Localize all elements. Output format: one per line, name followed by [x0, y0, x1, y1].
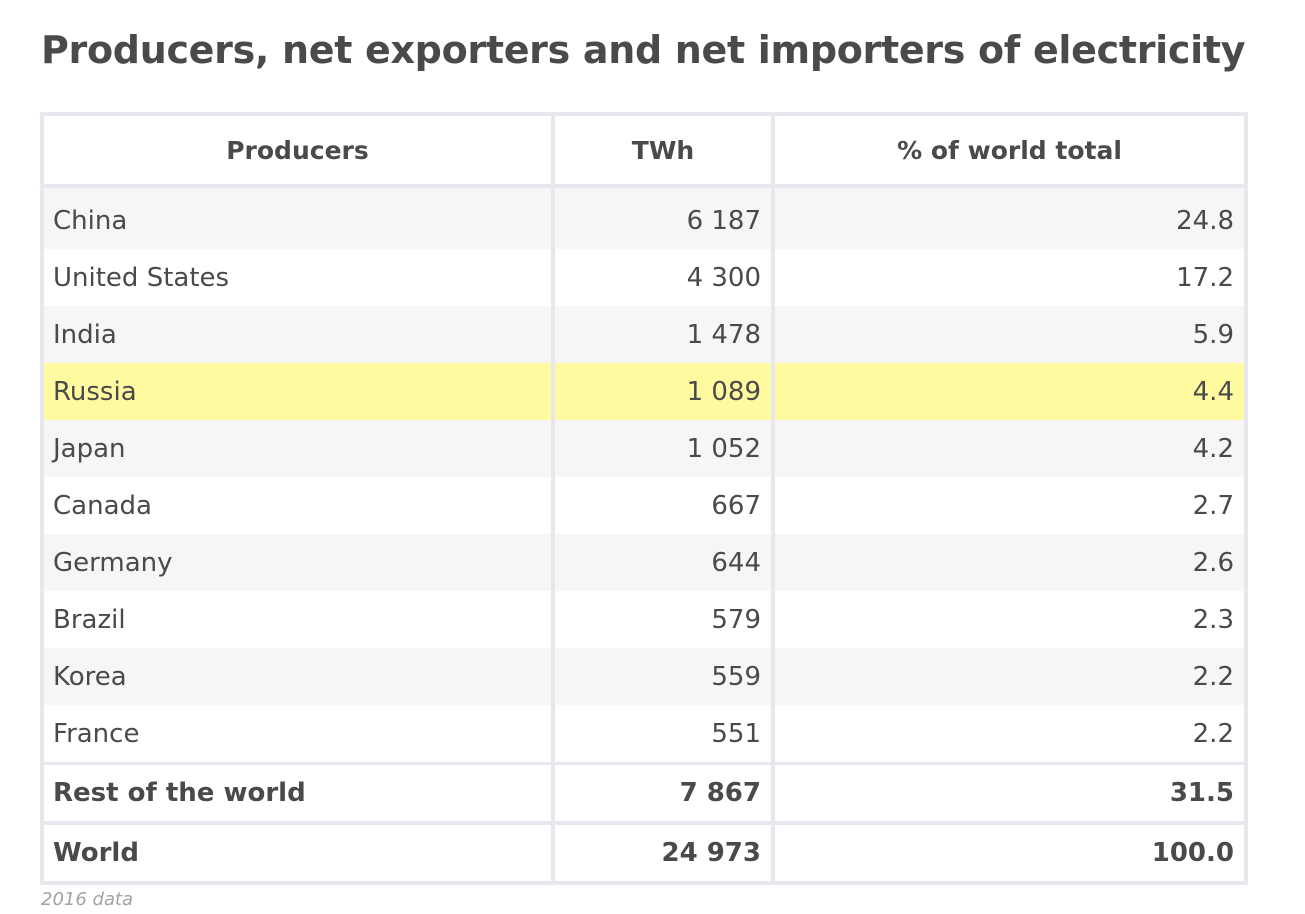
cell-twh: 24 973 — [555, 825, 771, 881]
cell-producer: Germany — [44, 534, 551, 591]
cell-producer: France — [44, 705, 551, 762]
cell-producer: India — [44, 306, 551, 363]
cell-producer: Japan — [44, 420, 551, 477]
column-header-percent: % of world total — [775, 116, 1244, 184]
cell-percent: 17.2 — [775, 249, 1244, 306]
cell-producer: World — [44, 825, 551, 881]
cell-twh: 559 — [555, 648, 771, 705]
table-row: Korea 559 2.2 — [44, 648, 1244, 705]
cell-producer: China — [44, 192, 551, 249]
cell-twh: 1 052 — [555, 420, 771, 477]
table-row: Japan 1 052 4.2 — [44, 420, 1244, 477]
cell-producer: Brazil — [44, 591, 551, 648]
table-row: India 1 478 5.9 — [44, 306, 1244, 363]
cell-percent: 2.2 — [775, 648, 1244, 705]
cell-percent: 100.0 — [775, 825, 1244, 881]
producers-table: Producers TWh % of world total China 6 18… — [40, 112, 1248, 885]
cell-twh: 644 — [555, 534, 771, 591]
cell-percent: 24.8 — [775, 192, 1244, 249]
cell-twh: 1 089 — [555, 363, 771, 420]
table-row: Canada 667 2.7 — [44, 477, 1244, 534]
cell-twh: 7 867 — [555, 765, 771, 821]
table-row: Russia 1 089 4.4 — [44, 363, 1244, 420]
cell-twh: 667 — [555, 477, 771, 534]
data-note: 2016 data — [41, 889, 134, 910]
cell-percent: 2.7 — [775, 477, 1244, 534]
cell-producer: Korea — [44, 648, 551, 705]
table-row: Brazil 579 2.3 — [44, 591, 1244, 648]
cell-twh: 551 — [555, 705, 771, 762]
cell-percent: 4.4 — [775, 363, 1244, 420]
cell-producer: Rest of the world — [44, 765, 551, 821]
cell-percent: 2.2 — [775, 705, 1244, 762]
column-header-producers: Producers — [44, 116, 551, 184]
cell-percent: 2.6 — [775, 534, 1244, 591]
cell-percent: 5.9 — [775, 306, 1244, 363]
column-header-twh: TWh — [555, 116, 771, 184]
total-row: World 24 973 100.0 — [44, 825, 1244, 881]
cell-producer: Canada — [44, 477, 551, 534]
cell-producer: Russia — [44, 363, 551, 420]
table-row: China 6 187 24.8 — [44, 192, 1244, 249]
cell-twh: 4 300 — [555, 249, 771, 306]
cell-twh: 579 — [555, 591, 771, 648]
cell-producer: United States — [44, 249, 551, 306]
table-row: United States 4 300 17.2 — [44, 249, 1244, 306]
cell-percent: 31.5 — [775, 765, 1244, 821]
cell-percent: 2.3 — [775, 591, 1244, 648]
table-header: Producers TWh % of world total — [44, 116, 1244, 184]
table-row: France 551 2.2 — [44, 705, 1244, 762]
table-row: Germany 644 2.6 — [44, 534, 1244, 591]
cell-percent: 4.2 — [775, 420, 1244, 477]
total-row: Rest of the world 7 867 31.5 — [44, 765, 1244, 821]
page-title: Producers, net exporters and net importe… — [41, 28, 1246, 72]
cell-twh: 1 478 — [555, 306, 771, 363]
cell-twh: 6 187 — [555, 192, 771, 249]
